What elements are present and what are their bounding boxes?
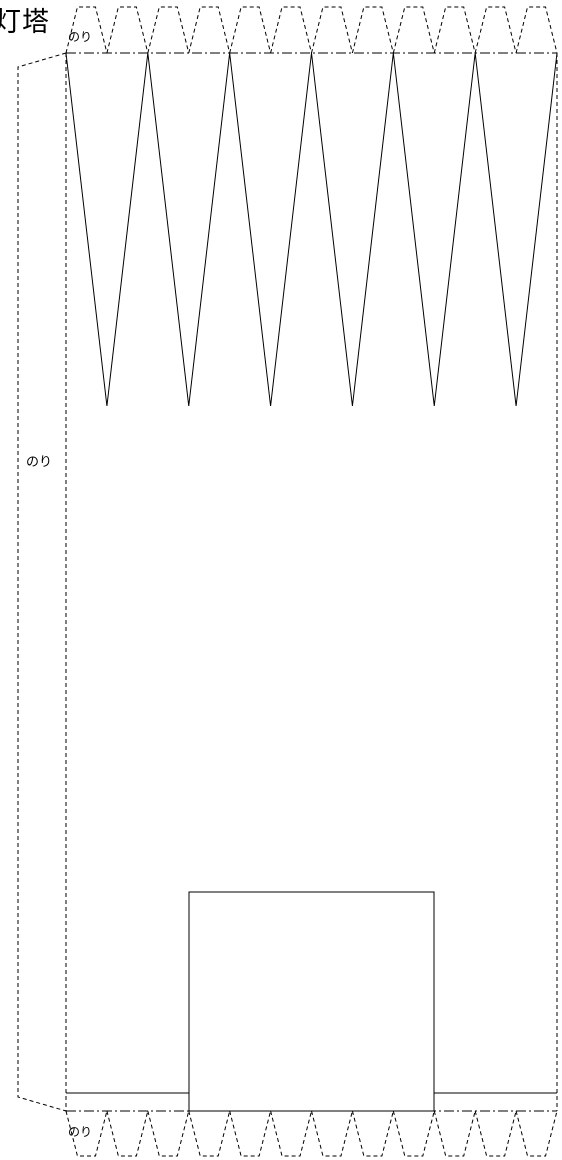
bottom-glue-tab [311,1110,353,1157]
page-title: 灯塔 [0,7,50,38]
top-glue-label: のり [68,30,93,44]
top-glue-tab [392,6,435,54]
side-glue-flap [17,52,67,1112]
top-glue-tab [515,6,558,54]
door-outline [188,891,435,1112]
bottom-glue-label: のり [68,1125,93,1139]
bottom-glue-tab [433,1110,476,1157]
bottom-glue-tab [351,1110,394,1157]
bottom-glue-tab [188,1110,231,1157]
body-panel [65,52,558,1112]
top-glue-tab [270,6,312,54]
top-glue-tab [229,6,272,54]
bottom-glue-tab [474,1110,517,1157]
top-glue-tab [147,6,190,54]
zigzag-cut-line [65,52,558,407]
top-glue-tabs [65,6,558,54]
top-glue-tab [311,6,353,54]
top-glue-tab [351,6,394,54]
top-glue-tab [474,6,517,54]
bottom-glue-tab [106,1110,149,1157]
top-glue-tab [188,6,231,54]
top-glue-tab [433,6,476,54]
bottom-glue-tabs [65,1110,558,1157]
bottom-glue-tab [270,1110,312,1157]
bottom-glue-tab [147,1110,190,1157]
bottom-glue-tab [229,1110,272,1157]
bottom-glue-tab [515,1110,558,1157]
top-glue-tab [65,6,108,54]
bottom-glue-tab [392,1110,435,1157]
bottom-glue-tab [65,1110,108,1157]
side-glue-label: のり [26,455,53,470]
top-glue-tab [106,6,149,54]
door-rect [188,891,435,1112]
